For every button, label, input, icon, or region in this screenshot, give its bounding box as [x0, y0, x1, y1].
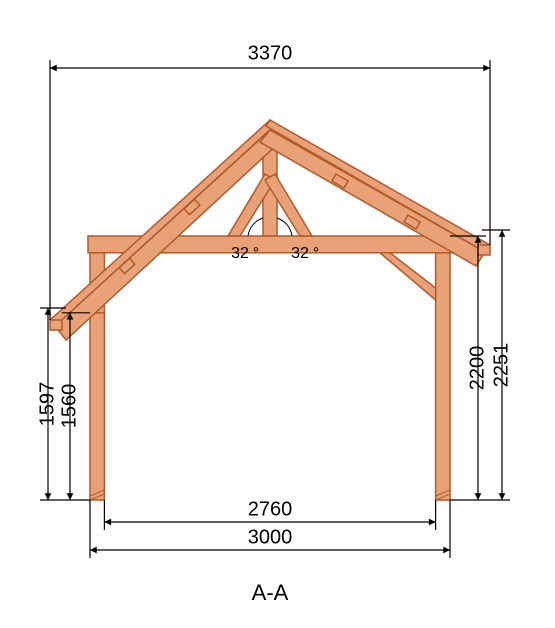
angle-left-label: 32: [231, 245, 249, 262]
dim-right-eave-height-value: 2251: [490, 343, 512, 388]
svg-text:°: °: [253, 245, 259, 262]
dim-outer-width-value: 3000: [248, 526, 293, 548]
dim-left-post-height-value: 1560: [58, 384, 80, 429]
dim-inner-width-value: 2760: [248, 498, 293, 520]
dim-overall-width-value: 3370: [248, 42, 293, 64]
timber-structure: [50, 120, 490, 500]
right-eave-block: [478, 245, 490, 255]
dim-right-post-height-value: 2200: [466, 346, 488, 391]
left-post: [90, 313, 104, 500]
dim-inner-clear-width: 2760: [104, 498, 435, 530]
right-knee-brace: [380, 253, 436, 300]
section-label: A-A: [252, 580, 289, 605]
angle-right-label: 32: [291, 245, 309, 262]
dim-right-heights: 2200 2251: [450, 230, 512, 500]
svg-text:°: °: [313, 245, 319, 262]
dim-left-eave-height-value: 1597: [36, 382, 58, 427]
right-post: [436, 236, 450, 500]
left-eave-block: [50, 320, 62, 330]
left-rafter: [55, 130, 280, 340]
section-drawing: 32 ° 32 ° 3370 2760 3000 1560: [0, 0, 555, 628]
